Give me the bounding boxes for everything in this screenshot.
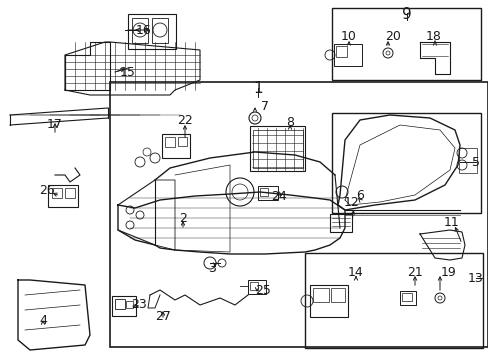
Bar [132, 18, 148, 43]
Text: 23: 23 [131, 298, 146, 311]
Text: 1: 1 [253, 81, 262, 95]
Text: 15: 15 [120, 66, 136, 78]
Bar [331, 8, 480, 80]
Text: 11: 11 [443, 216, 459, 229]
Text: 13: 13 [467, 271, 483, 284]
Bar [309, 285, 347, 317]
Bar [330, 288, 345, 302]
Bar [258, 186, 278, 200]
Bar [399, 291, 415, 305]
Bar [164, 137, 175, 147]
Bar [110, 82, 487, 347]
Bar [331, 113, 480, 213]
Bar [401, 293, 411, 301]
Bar [252, 130, 303, 168]
Bar [128, 14, 176, 49]
Text: 14: 14 [347, 266, 363, 279]
Text: 6: 6 [355, 189, 363, 202]
Text: 22: 22 [177, 113, 192, 126]
Bar [329, 214, 351, 232]
Text: 8: 8 [285, 116, 293, 129]
Text: 19: 19 [440, 266, 456, 279]
Bar [112, 296, 136, 316]
Text: 26: 26 [39, 184, 55, 197]
Text: 4: 4 [39, 314, 47, 327]
Text: 24: 24 [270, 189, 286, 202]
Bar [312, 288, 328, 302]
Text: 7: 7 [261, 99, 268, 113]
Bar [249, 126, 305, 171]
Text: 9: 9 [401, 6, 411, 22]
Text: 5: 5 [471, 156, 479, 168]
Bar [333, 44, 361, 66]
Text: 2: 2 [179, 212, 186, 225]
Text: 20: 20 [384, 30, 400, 42]
Bar [52, 188, 62, 198]
Bar [335, 46, 346, 57]
Text: 27: 27 [155, 310, 171, 323]
Bar [115, 299, 125, 309]
Bar [247, 280, 265, 294]
Text: 21: 21 [407, 266, 422, 279]
Text: 3: 3 [207, 262, 216, 275]
Text: 18: 18 [425, 30, 441, 42]
Text: 16: 16 [136, 23, 152, 36]
Bar [178, 137, 186, 146]
Bar [162, 134, 190, 158]
Bar [65, 188, 75, 198]
Text: 10: 10 [340, 30, 356, 42]
Text: 12: 12 [344, 195, 359, 208]
Bar [249, 282, 258, 290]
Text: 25: 25 [255, 284, 270, 297]
Bar [126, 301, 133, 308]
Bar [152, 18, 168, 43]
Text: 17: 17 [47, 117, 63, 131]
Bar [305, 253, 482, 348]
Bar [458, 148, 476, 173]
Bar [48, 185, 78, 207]
Bar [260, 188, 267, 196]
